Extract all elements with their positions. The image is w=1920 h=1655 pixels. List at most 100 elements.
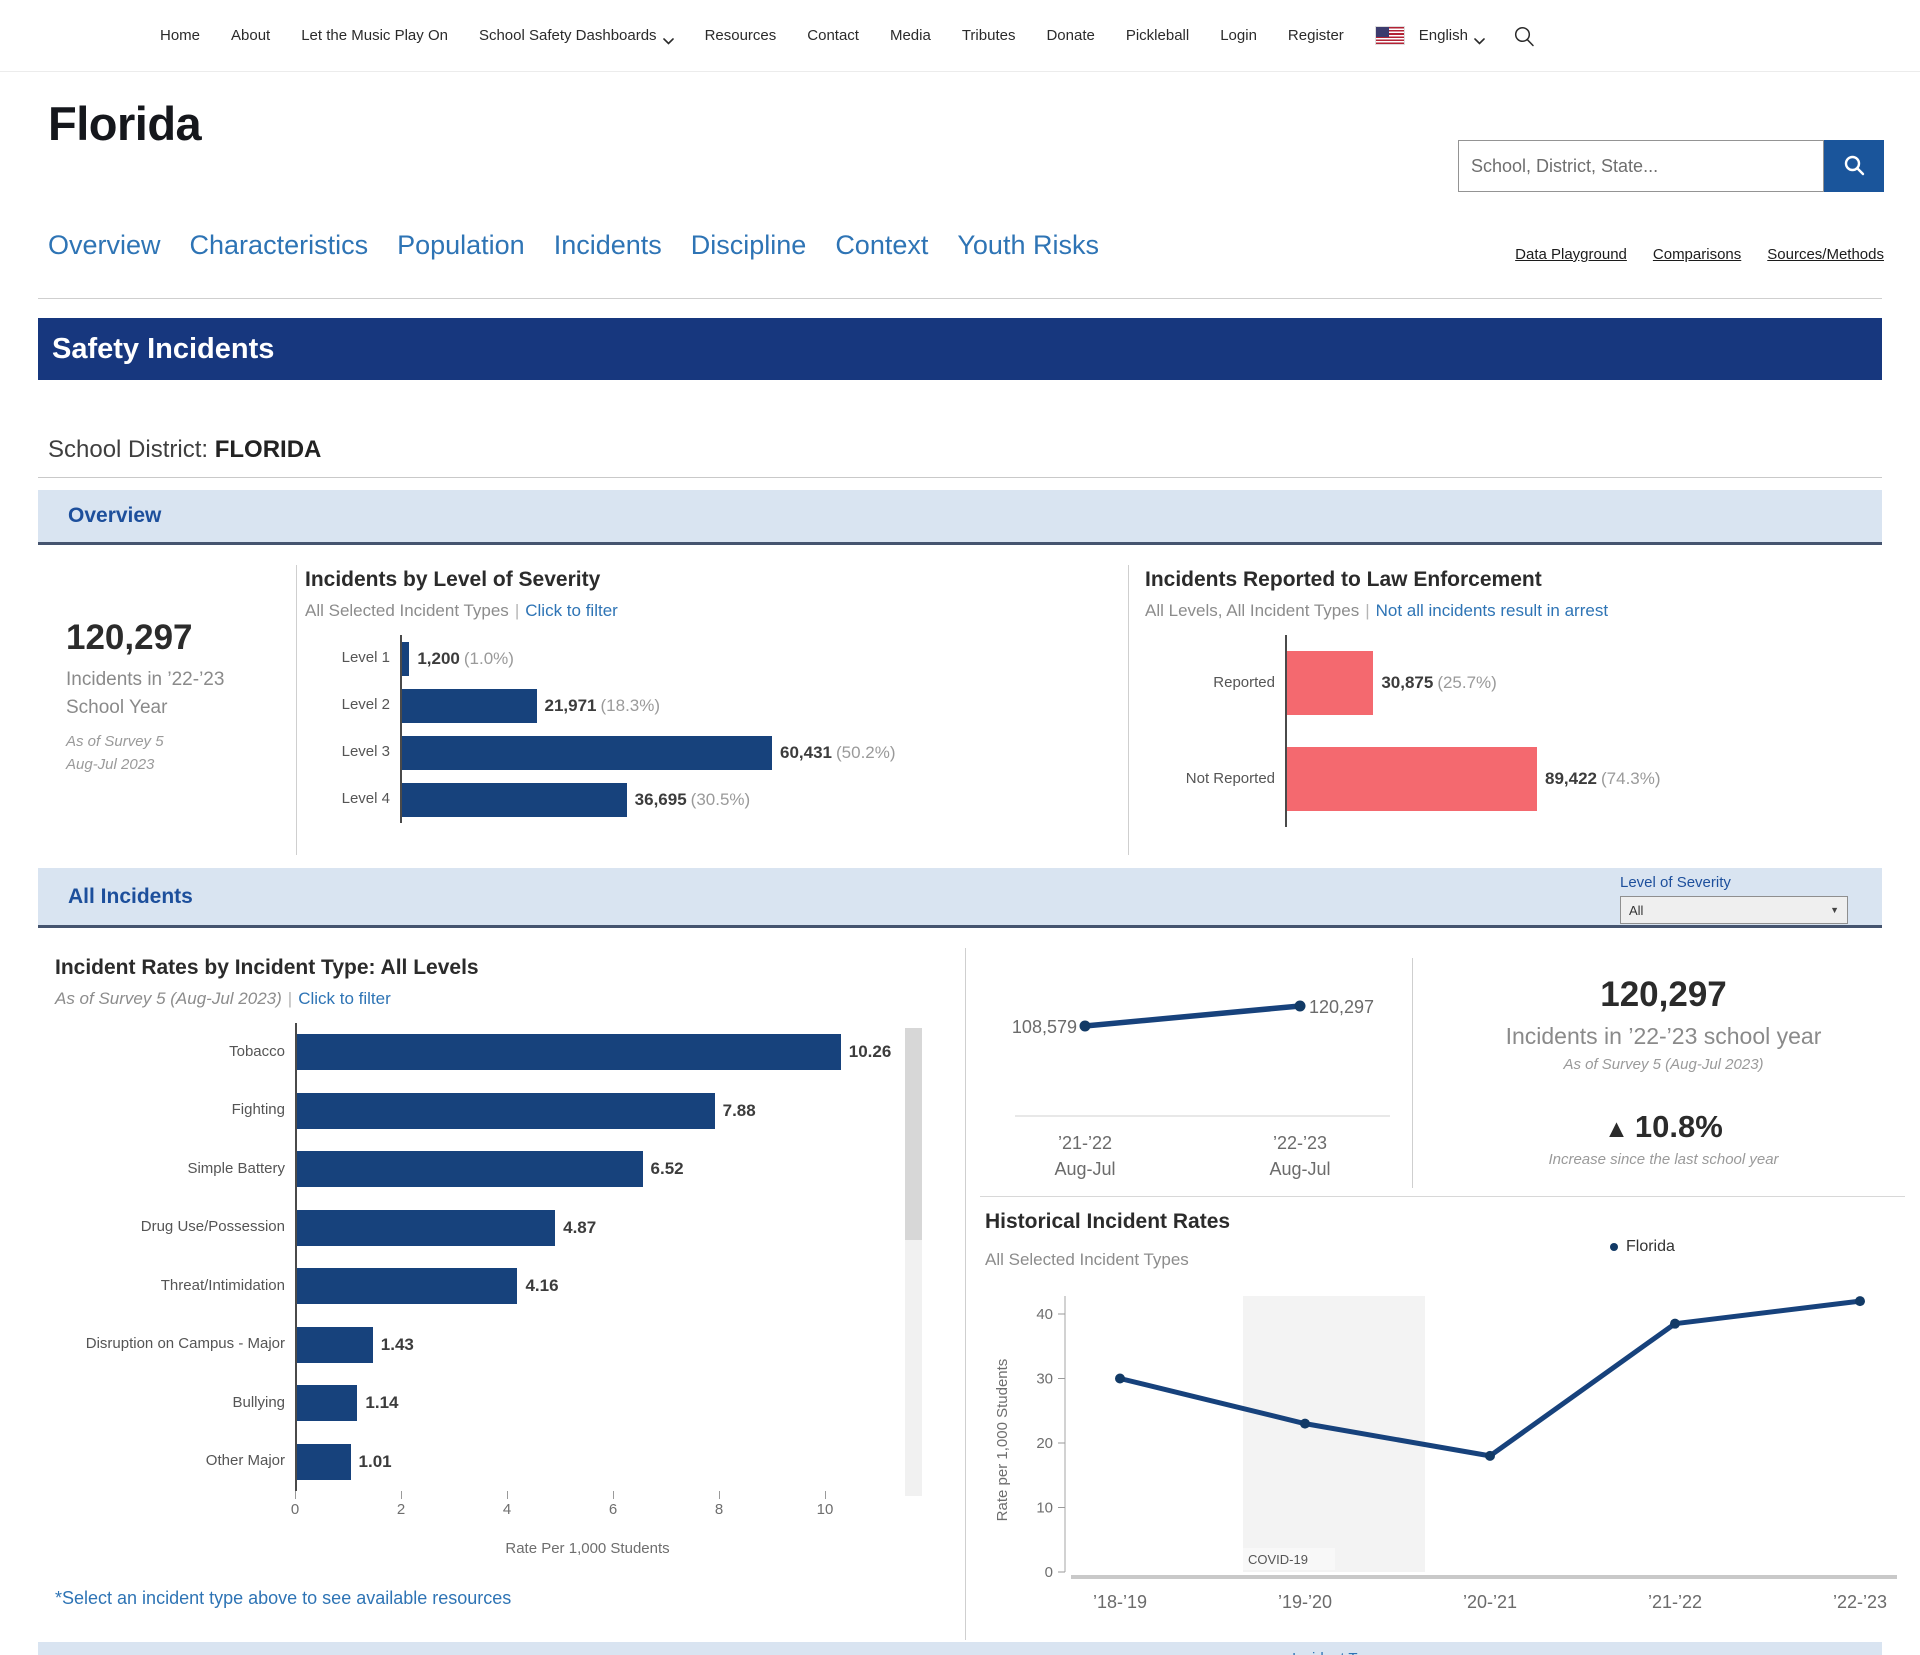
severity-bar[interactable] <box>402 735 772 770</box>
resources-footnote[interactable]: *Select an incident type above to see av… <box>55 1588 512 1608</box>
x-tick-label: 0 <box>290 1501 300 1518</box>
severity-filter-select[interactable]: All ▼ <box>1620 896 1848 924</box>
language-selector[interactable]: English <box>1374 26 1485 45</box>
stat-caption-line2: School Year <box>66 696 168 718</box>
link-sources-methods[interactable]: Sources/Methods <box>1767 246 1884 263</box>
summary-asof: As of Survey 5 (Aug-Jul 2023) <box>1563 1056 1764 1073</box>
severity-filter-value: All <box>1629 902 1644 918</box>
x-tick-label: ’22-’23 <box>1833 1592 1887 1612</box>
nav-item-label: Donate <box>1046 27 1095 44</box>
tab-discipline[interactable]: Discipline <box>690 230 807 260</box>
nav-item-donate[interactable]: Donate <box>1046 27 1094 44</box>
divider <box>1128 565 1129 855</box>
stat-asof-line1: As of Survey 5 <box>66 733 164 751</box>
link-data-playground[interactable]: Data Playground <box>1515 246 1627 263</box>
tab-overview[interactable]: Overview <box>48 230 161 260</box>
nav-item-label: Pickleball <box>1125 27 1190 44</box>
rate-bar[interactable] <box>297 1034 841 1071</box>
nav-item-pickleball[interactable]: Pickleball <box>1126 27 1189 44</box>
nav-item-let-the-music-play-on[interactable]: Let the Music Play On <box>301 27 448 44</box>
bar-category-label: Level 3 <box>341 743 390 761</box>
chart-scrollbar-track[interactable] <box>905 1028 922 1496</box>
covid-shaded-region <box>1243 1296 1425 1572</box>
bar-row-reported: Reported 30,875 (25.7%) <box>1145 635 1905 731</box>
trend-point[interactable] <box>1079 1020 1091 1032</box>
bar-value-label: 1.14 <box>365 1393 399 1413</box>
nav-item-contact[interactable]: Contact <box>807 27 859 44</box>
florida-series-line <box>1117 1298 1863 1459</box>
law-bar[interactable] <box>1287 747 1537 811</box>
divider <box>296 565 297 855</box>
nav-item-label: Login <box>1220 27 1257 44</box>
link-comparisons[interactable]: Comparisons <box>1652 246 1742 263</box>
data-point[interactable] <box>1300 1418 1310 1429</box>
tab-incidents[interactable]: Incidents <box>553 230 662 260</box>
y-tick-label: 30 <box>1036 1371 1053 1388</box>
trend-value-prev: 108,579 <box>1012 1017 1077 1037</box>
rate-bar[interactable] <box>297 1326 373 1363</box>
bottom-section-link[interactable]: Incident Types <box>1292 1650 1388 1655</box>
x-tick <box>613 1491 614 1499</box>
nav-item-school-safety-dashboards[interactable]: School Safety Dashboards <box>479 27 674 45</box>
data-point[interactable] <box>1855 1296 1865 1307</box>
bar-value-label: 4.87 <box>563 1217 597 1237</box>
tab-characteristics[interactable]: Characteristics <box>189 230 369 260</box>
nav-search-icon[interactable] <box>1513 25 1535 47</box>
covid-annotation: COVID-19 <box>1248 1552 1308 1567</box>
rate-bar[interactable] <box>297 1268 518 1305</box>
site-search-input[interactable] <box>1458 140 1824 192</box>
law-bar[interactable] <box>1287 651 1374 715</box>
rates-filter-link[interactable]: Click to filter <box>298 989 391 1008</box>
bar-category-label: Tobacco <box>229 1042 285 1060</box>
x-tick-label: ’20-’21 <box>1463 1592 1517 1612</box>
rate-bar[interactable] <box>297 1443 351 1480</box>
nav-item-media[interactable]: Media <box>890 27 931 44</box>
historical-chart-subtitle: All Selected Incident Types <box>985 1250 1189 1269</box>
severity-bar[interactable] <box>402 688 537 723</box>
bar-row-threat-intimidation: Threat/Intimidation 4.16 <box>55 1257 947 1316</box>
tab-population[interactable]: Population <box>397 230 525 260</box>
chevron-down-icon <box>1474 32 1485 45</box>
data-point[interactable] <box>1670 1318 1680 1329</box>
legend-florida[interactable]: Florida <box>1610 1238 1675 1256</box>
bar-category-label: Fighting <box>231 1101 285 1119</box>
trend-x-label: ’22-’23 <box>1273 1133 1327 1153</box>
bar-row-level-2: Level 2 21,971 (18.3%) <box>305 682 1115 729</box>
chart-scrollbar-thumb[interactable] <box>905 1028 922 1240</box>
divider <box>1412 958 1413 1188</box>
stat-asof-line2: Aug-Jul 2023 <box>66 755 155 773</box>
nav-item-label: Home <box>160 27 201 44</box>
nav-item-tributes[interactable]: Tributes <box>962 27 1016 44</box>
severity-bar[interactable] <box>402 782 627 817</box>
rate-bar[interactable] <box>297 1385 358 1422</box>
tab-context[interactable]: Context <box>835 230 929 260</box>
severity-bar[interactable] <box>402 641 410 676</box>
divider <box>38 477 1882 478</box>
nav-item-about[interactable]: About <box>231 27 270 44</box>
rate-bar[interactable] <box>297 1209 556 1246</box>
bar-category-label: Drug Use/Possession <box>140 1218 285 1236</box>
tab-youth-risks[interactable]: Youth Risks <box>957 230 1099 260</box>
bar-row-level-3: Level 3 60,431 (50.2%) <box>305 729 1115 776</box>
severity-filter-link[interactable]: Click to filter <box>525 601 618 620</box>
bar-category-label: Other Major <box>205 1452 285 1470</box>
nav-item-label: Tributes <box>961 27 1016 44</box>
trend-point[interactable] <box>1294 1000 1306 1012</box>
nav-item-login[interactable]: Login <box>1220 27 1257 44</box>
separator: | <box>287 989 293 1008</box>
x-tick-label: 10 <box>816 1501 834 1518</box>
overview-section-header: Overview <box>38 490 1882 545</box>
data-point[interactable] <box>1115 1373 1125 1384</box>
nav-item-resources[interactable]: Resources <box>705 27 777 44</box>
data-point[interactable] <box>1485 1450 1495 1461</box>
nav-item-register[interactable]: Register <box>1288 27 1344 44</box>
delta-caption: Increase since the last school year <box>1548 1151 1779 1168</box>
nav-item-home[interactable]: Home <box>160 27 200 44</box>
rate-bar[interactable] <box>297 1151 643 1188</box>
search-button[interactable] <box>1824 140 1884 192</box>
arrest-note-link[interactable]: Not all incidents result in arrest <box>1375 601 1609 620</box>
axis-line <box>295 1023 297 1491</box>
page-title: Florida <box>48 97 202 150</box>
stat-caption-line1: Incidents in ’22-’23 <box>66 669 225 690</box>
rate-bar[interactable] <box>297 1092 715 1129</box>
